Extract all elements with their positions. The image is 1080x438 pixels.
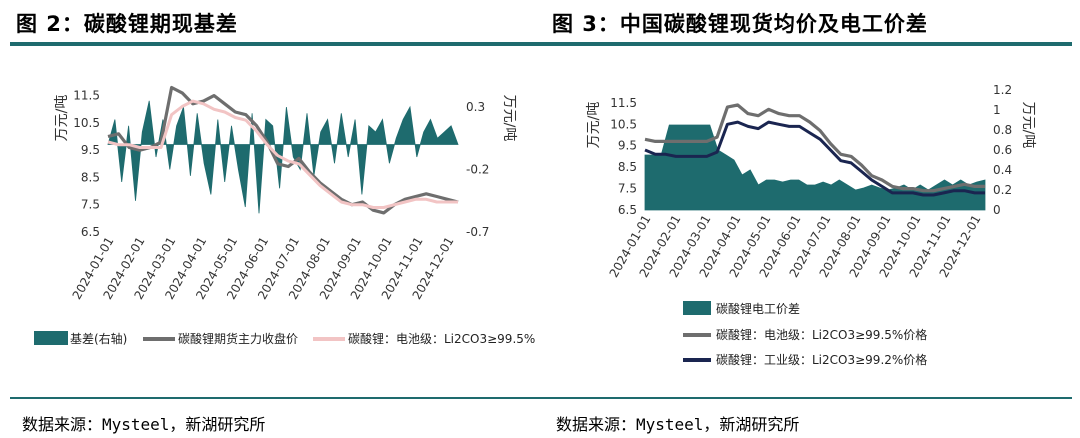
c1-ytick-left-3: 8.5 — [81, 170, 100, 184]
c1-legend-label-2: 碳酸锂：电池级：Li2CO3≥99.5% — [348, 331, 535, 346]
c2-ytick-right-2: 0.8 — [993, 123, 1012, 137]
c2-ytick-left-5: 6.5 — [618, 203, 637, 217]
c1-legend-swatch-0 — [34, 331, 68, 345]
c1-ytick-right-2: -0.7 — [466, 225, 489, 239]
c2-series-2-line — [644, 120, 985, 197]
top-rule — [10, 42, 1072, 46]
c2-ytick-left-2: 9.5 — [618, 139, 637, 153]
c2-legend-label-1: 碳酸锂：电池级：Li2CO3≥99.5%价格 — [716, 327, 927, 342]
c2-series-1-line — [644, 103, 985, 193]
c2-ytick-right-0: 1.2 — [993, 83, 1012, 97]
c1-legend-label-1: 碳酸锂期货主力收盘价 — [178, 331, 298, 346]
c2-ytick-right-3: 0.6 — [993, 143, 1012, 157]
c1-ytick-left-5: 6.5 — [81, 225, 100, 239]
c2-ylabel-right: 万元/吨 — [1020, 102, 1036, 149]
c2-ytick-left-4: 7.5 — [618, 182, 637, 196]
c1-series-2-line — [107, 99, 458, 209]
right-chart-title: 图 3：中国碳酸锂现货均价及电工价差 — [552, 12, 928, 36]
c2-legend-label-0: 碳酸锂电工价差 — [716, 301, 800, 316]
c1-ytick-left-4: 7.5 — [81, 198, 100, 212]
c2-legend-swatch-0 — [683, 301, 711, 315]
c1-ylabel-right: 万元/吨 — [501, 95, 517, 142]
c2-ytick-right-4: 0.4 — [993, 163, 1012, 177]
c2-ytick-left-1: 10.5 — [610, 117, 637, 131]
c1-ytick-right-0: 0.3 — [466, 100, 485, 114]
c1-ytick-left-1: 10.5 — [73, 116, 100, 130]
right-source-note: 数据来源：Mysteel，新湖研究所 — [556, 415, 800, 434]
c2-ytick-right-5: 0.2 — [993, 183, 1012, 197]
c2-ylabel-left: 万元/吨 — [586, 102, 602, 149]
left-source-note: 数据来源：Mysteel，新湖研究所 — [22, 415, 266, 434]
c1-series-0-area — [107, 100, 459, 214]
c1-legend-label-0: 基差(右轴) — [70, 331, 127, 346]
bottom-rule — [10, 397, 1072, 399]
c1-ytick-right-1: -0.2 — [466, 163, 489, 177]
c2-ytick-left-0: 11.5 — [610, 96, 637, 110]
c1-ytick-left-2: 9.5 — [81, 143, 100, 157]
c1-ytick-left-0: 11.5 — [73, 89, 100, 103]
left-chart-title: 图 2：碳酸锂期现基差 — [16, 12, 238, 36]
c2-ytick-left-3: 8.5 — [618, 160, 637, 174]
c1-ylabel-left: 万元/吨 — [54, 95, 70, 142]
c2-ytick-right-6: 0 — [993, 203, 1001, 217]
c2-legend-label-2: 碳酸锂：工业级：Li2CO3≥99.2%价格 — [716, 352, 927, 367]
c2-ytick-right-1: 1 — [993, 103, 1001, 117]
